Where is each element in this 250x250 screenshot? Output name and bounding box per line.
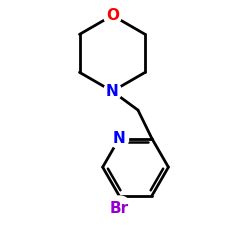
Text: O: O bbox=[106, 8, 119, 23]
Text: N: N bbox=[113, 131, 126, 146]
Text: N: N bbox=[106, 84, 119, 99]
Text: Br: Br bbox=[110, 201, 129, 216]
